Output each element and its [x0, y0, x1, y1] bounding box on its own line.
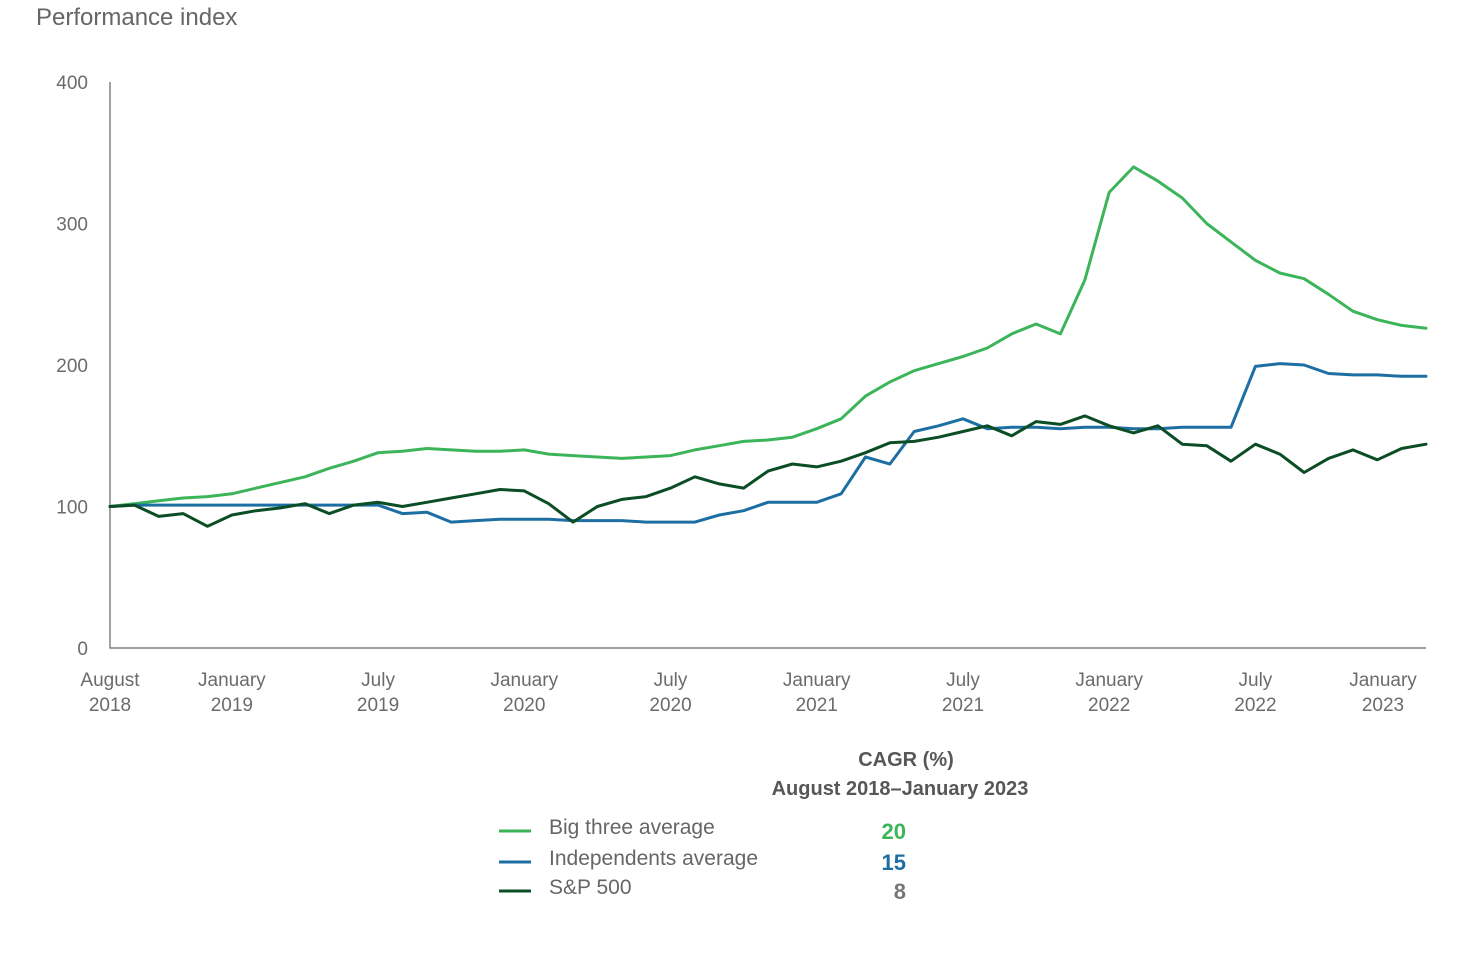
x-tick-label-year: 2023	[1362, 695, 1404, 716]
cagr-subtitle: August 2018–January 2023	[772, 778, 1029, 800]
series-line-independents-average	[108, 362, 1428, 524]
x-tick-label-year: 2019	[357, 695, 399, 716]
y-axis-ticks: 0 100 200 300 400	[56, 73, 88, 660]
x-tick-label-month: July	[654, 670, 688, 691]
cagr-value: 8	[894, 879, 906, 904]
x-tick-label-month: July	[361, 670, 395, 691]
x-tick-label-month: August	[80, 670, 140, 691]
x-tick-label-year: 2020	[649, 695, 691, 716]
y-tick-label: 200	[56, 356, 88, 377]
x-tick-label-year: 2019	[211, 695, 253, 716]
x-tick-label-year: 2022	[1234, 695, 1276, 716]
y-tick-label: 300	[56, 215, 88, 236]
legend-label: Big three average	[549, 816, 715, 839]
series-lines	[108, 165, 1428, 528]
chart-title: Performance index	[36, 4, 237, 31]
x-tick-label-year: 2021	[796, 695, 838, 716]
x-tick-label-month: July	[1239, 670, 1273, 691]
series-line-big-three-average	[108, 165, 1428, 508]
x-tick-label-month: January	[783, 670, 851, 691]
legend-item: Big three average 20	[499, 816, 906, 844]
x-tick-label-year: 2021	[942, 695, 984, 716]
x-tick-label-month: January	[1075, 670, 1143, 691]
x-axis-ticks: August 2018 January 2019 July 2019 January 2020…	[80, 670, 1417, 716]
y-tick-label: 100	[56, 498, 88, 519]
x-tick-label-year: 2020	[503, 695, 545, 716]
cagr-title: CAGR (%)	[858, 749, 954, 771]
series-line-s-p-500	[108, 414, 1428, 528]
legend-label: S&P 500	[549, 876, 632, 899]
x-tick-label-month: January	[198, 670, 266, 691]
legend-item: S&P 500 8	[499, 876, 906, 904]
legend: Big three average 20 Independents average 1…	[499, 816, 906, 904]
x-tick-label-year: 2022	[1088, 695, 1130, 716]
x-tick-label-year: 2018	[89, 695, 131, 716]
x-tick-label-month: January	[1349, 670, 1417, 691]
chart-axes	[109, 82, 1426, 649]
legend-item: Independents average 15	[499, 847, 906, 875]
cagr-value: 15	[882, 850, 906, 875]
cagr-value: 20	[882, 819, 906, 844]
y-tick-label: 400	[56, 73, 88, 94]
y-tick-label: 0	[77, 639, 88, 660]
legend-label: Independents average	[549, 847, 758, 870]
x-tick-label-month: July	[946, 670, 980, 691]
x-tick-label-month: January	[490, 670, 558, 691]
